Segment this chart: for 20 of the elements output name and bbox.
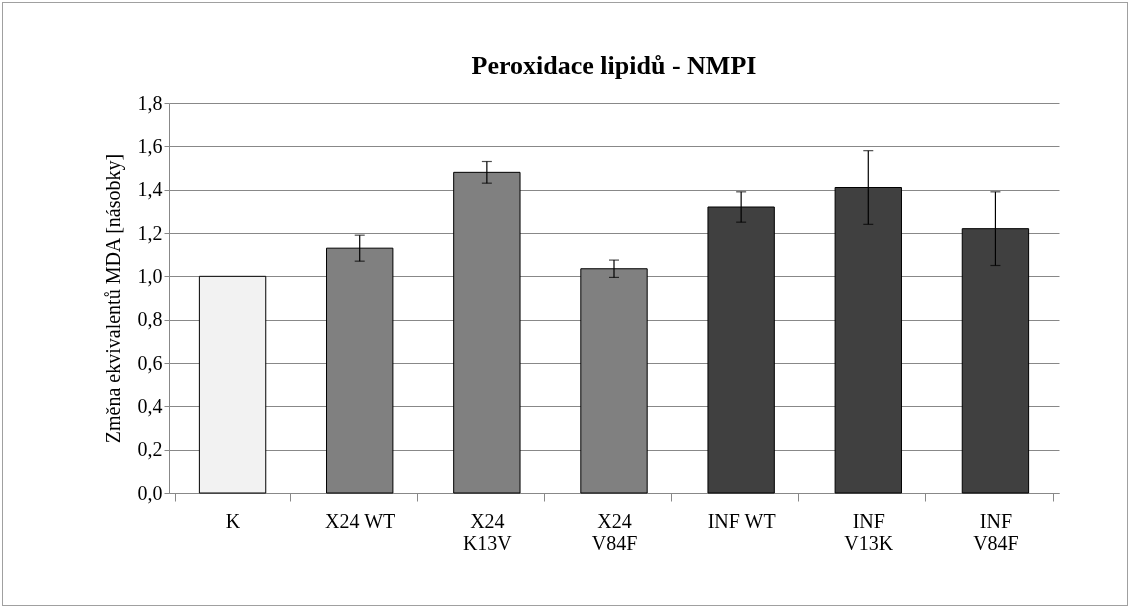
x-tick-label: X24 WT	[325, 509, 396, 532]
y-tick-label: 1,2	[137, 221, 163, 244]
y-tick-label: 0,2	[137, 438, 163, 461]
chart-title: Peroxidace lipidů - NMPI	[471, 51, 757, 80]
x-tick-label: K	[225, 509, 241, 532]
y-tick-label: 0,0	[137, 481, 163, 504]
y-axis-title: Změna ekvivalentů MDA [násobky]	[101, 153, 125, 444]
x-tick-label: X24 K13V	[462, 509, 513, 554]
y-tick-label: 1,4	[137, 178, 163, 201]
bar	[198, 275, 267, 494]
y-tick-label: 1,8	[137, 91, 163, 114]
y-tick-label: 0,8	[137, 308, 163, 331]
y-tick-label: 0,4	[137, 394, 163, 417]
y-tick-label: 0,6	[137, 351, 163, 374]
x-tick-label: INF WT	[707, 509, 776, 532]
y-tick-label: 1,0	[137, 264, 163, 287]
y-tick-label: 1,6	[137, 134, 163, 157]
x-tick-label: X24 V84F	[591, 509, 638, 554]
x-tick-label: INF V13K	[844, 509, 894, 554]
x-tick-label: INF V84F	[973, 509, 1019, 554]
